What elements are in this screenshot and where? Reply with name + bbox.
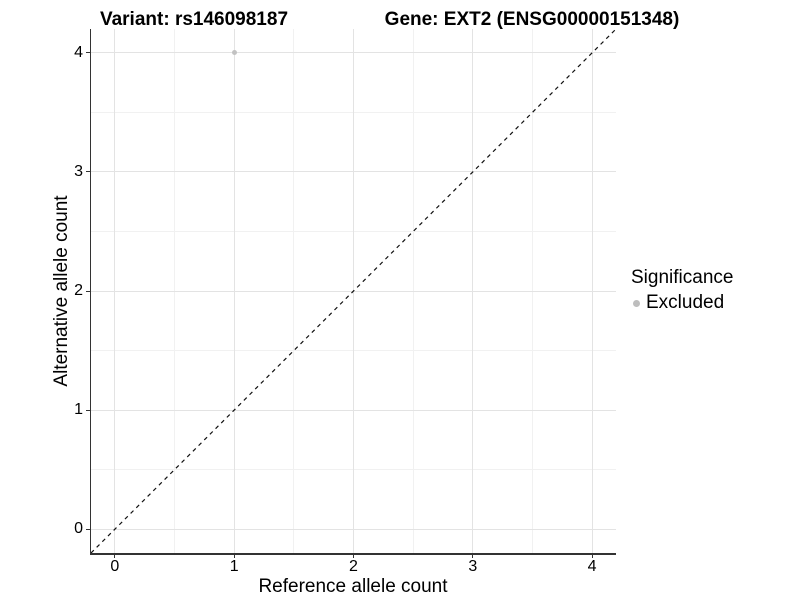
y-tick-mark xyxy=(85,409,91,411)
y-major-gridline xyxy=(91,409,616,411)
x-tick-mark xyxy=(472,553,474,558)
y-major-gridline xyxy=(91,171,616,173)
x-tick-mark xyxy=(114,553,116,558)
y-major-gridline xyxy=(91,528,616,530)
x-axis-title: Reference allele count xyxy=(258,576,448,597)
plot-title-variant: Variant: rs146098187 xyxy=(99,9,289,30)
identity-reference-line xyxy=(91,29,616,553)
x-tick-mark xyxy=(233,553,235,558)
y-tick-label: 4 xyxy=(74,43,83,61)
x-tick-label: 3 xyxy=(468,558,478,575)
x-tick-label: 4 xyxy=(587,558,597,575)
data-point-excluded xyxy=(231,50,237,56)
x-tick-label: 1 xyxy=(229,558,239,575)
legend-title: Significance xyxy=(631,267,734,288)
x-tick-mark xyxy=(591,553,593,558)
plot-panel xyxy=(91,29,616,553)
y-tick-label: 1 xyxy=(74,401,83,419)
legend: Significance Excluded xyxy=(630,267,733,314)
y-tick-mark xyxy=(85,528,91,530)
plot-title-gene: Gene: EXT2 (ENSG00000151348) xyxy=(384,9,680,30)
x-axis-line xyxy=(89,553,616,555)
y-axis-line xyxy=(89,29,91,555)
y-tick-label: 0 xyxy=(74,520,83,538)
x-tick-mark xyxy=(353,553,354,558)
y-tick-label: 2 xyxy=(74,282,83,299)
y-tick-mark xyxy=(85,52,91,54)
y-tick-mark xyxy=(85,171,91,173)
y-major-gridline xyxy=(91,52,616,54)
legend-item-label: Excluded xyxy=(646,292,725,313)
y-tick-mark xyxy=(85,290,91,292)
x-tick-label: 0 xyxy=(110,558,120,575)
legend-key-dot xyxy=(633,299,640,307)
legend-item-excluded: Excluded xyxy=(630,292,733,314)
x-tick-label: 2 xyxy=(349,558,358,575)
y-tick-label: 3 xyxy=(74,162,83,180)
